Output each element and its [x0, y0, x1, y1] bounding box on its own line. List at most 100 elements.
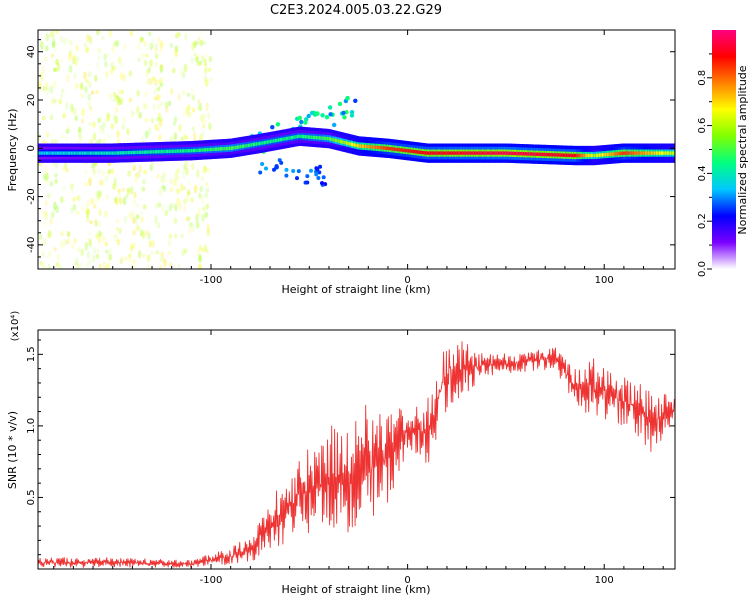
spectrogram-speckle	[200, 195, 205, 205]
spectrogram-speckle	[148, 31, 152, 36]
spectrogram-speckle	[86, 203, 90, 208]
spectrogram-speckle	[43, 174, 47, 181]
spectrogram-ridge-cell	[238, 145, 240, 149]
spectrogram-ridge-cell	[526, 152, 528, 156]
spectrogram-speckle	[186, 92, 191, 97]
spectrogram-speckle	[106, 52, 110, 59]
spectrogram-speckle	[190, 197, 194, 203]
spectrogram-ridge-cell	[314, 135, 316, 140]
spectrogram-speckle	[87, 93, 91, 101]
spectrogram-ridge-cell	[287, 136, 289, 141]
spectrogram-ridge-cell	[451, 151, 454, 155]
spectrogram-speckle	[198, 133, 203, 143]
spectrogram-speckle	[139, 36, 143, 44]
spectrogram-ridge-cell	[47, 151, 49, 155]
spectrogram-ridge-cell	[211, 147, 213, 152]
spectrogram-ridge-cell	[145, 150, 147, 154]
spectrogram-ridge-cell	[559, 153, 561, 157]
spectrogram-ridge-cell	[560, 153, 563, 157]
spectrogram-speckle	[142, 204, 147, 210]
spectrogram-speckle	[151, 239, 155, 248]
spectrogram-ridge-cell	[217, 147, 220, 151]
spectrogram-ridge-cell	[636, 151, 638, 155]
spectrogram-speckle	[132, 258, 137, 264]
spectrogram-ridge-cell	[396, 147, 398, 152]
snr-line	[37, 341, 676, 568]
x-tick-label: 100	[595, 575, 614, 586]
spectrogram-speckle	[170, 57, 175, 64]
spectrogram-speckle	[68, 50, 72, 56]
spectrogram-speckle	[50, 53, 55, 58]
spectrogram-branch	[291, 169, 296, 173]
spectrogram-ridge-cell	[108, 151, 111, 155]
spectrogram-ridge-cell	[200, 148, 202, 152]
spectrogram-ridge-cell	[404, 148, 407, 153]
spectrogram-speckle	[203, 119, 208, 124]
spectrogram-ridge-cell	[349, 142, 352, 146]
spectrogram-ridge-cell	[524, 152, 527, 156]
spectrogram-speckle	[169, 186, 174, 193]
spectrogram-speckle	[47, 232, 51, 239]
spectrogram-speckle	[105, 249, 109, 254]
spectrogram-ridge-cell	[530, 152, 533, 156]
spectrogram-ridge-cell	[333, 138, 336, 142]
spectrogram-branch	[316, 176, 321, 180]
spectrogram-speckle	[198, 192, 202, 199]
spectrogram-speckle	[85, 206, 89, 216]
spectrogram-speckle	[206, 202, 210, 210]
spectrogram-ridge-cell	[522, 152, 525, 156]
spectrogram-ridge-cell	[462, 151, 465, 155]
spectrogram-speckle	[159, 42, 163, 47]
spectrogram-speckle	[91, 161, 95, 169]
spectrogram-speckle	[164, 209, 169, 217]
spectrogram-ridge-cell	[533, 152, 536, 156]
spectrogram-speckle	[53, 67, 58, 73]
spectrogram-speckle	[41, 250, 45, 259]
spectrogram-ridge-cell	[647, 151, 650, 155]
spectrogram-speckle	[69, 49, 73, 56]
spectrogram-branch	[299, 119, 304, 125]
spectrogram-ridge-cell	[260, 141, 262, 145]
spectrogram-ridge-cell	[416, 150, 419, 154]
spectrogram-ridge-cell	[98, 151, 101, 155]
spectrogram-speckle	[74, 60, 78, 66]
spectrogram-ridge-cell	[304, 135, 306, 139]
spectrogram-speckle	[185, 64, 189, 71]
spectrogram-ridge-cell	[424, 151, 427, 155]
spectrogram-speckle	[144, 53, 149, 59]
spectrogram-speckle	[134, 172, 139, 177]
spectrogram-speckle	[130, 186, 134, 195]
spectrogram-speckle	[143, 59, 148, 67]
spectrogram-speckle	[86, 100, 91, 108]
spectrogram-ridge-cell	[544, 152, 547, 157]
spectrogram-speckle	[92, 121, 96, 128]
spectrogram-ridge-cell	[256, 142, 259, 146]
colorbar-label: Normalized spectral amplitude	[736, 65, 749, 234]
spectrogram-branch	[345, 96, 350, 101]
spectrogram-ridge-cell	[537, 152, 539, 156]
spectrogram-speckle	[130, 110, 135, 118]
spectrogram-speckle	[47, 229, 52, 238]
spectrogram-speckle	[198, 244, 203, 251]
spectrogram-speckle	[101, 35, 105, 41]
spectrogram-speckle	[62, 185, 66, 191]
spectrogram-speckle	[186, 188, 190, 196]
spectrogram-ridge-cell	[233, 146, 235, 150]
spectrogram-speckle	[157, 202, 162, 208]
spectrogram-ridge-cell	[423, 151, 425, 155]
spectrogram-speckle	[140, 52, 145, 59]
spectrogram-ridge-cell	[44, 151, 47, 155]
spectrogram-ridge-cell	[156, 150, 158, 154]
spectrogram-ridge-cell	[637, 151, 640, 155]
spectrogram-speckle	[108, 30, 112, 38]
spectrogram-speckle	[66, 230, 71, 239]
spectrogram-speckle	[77, 195, 81, 202]
spectrogram-ridge-cell	[243, 144, 245, 148]
spectrogram-ridge-cell	[425, 151, 428, 155]
spectrogram-ridge-cell	[646, 151, 648, 155]
spectrogram-speckle	[129, 245, 133, 252]
spectrogram-speckle	[81, 203, 86, 213]
spectrogram-speckle	[96, 195, 101, 202]
spectrogram-speckle	[127, 254, 132, 262]
spectrogram-ridge-cell	[236, 145, 239, 149]
